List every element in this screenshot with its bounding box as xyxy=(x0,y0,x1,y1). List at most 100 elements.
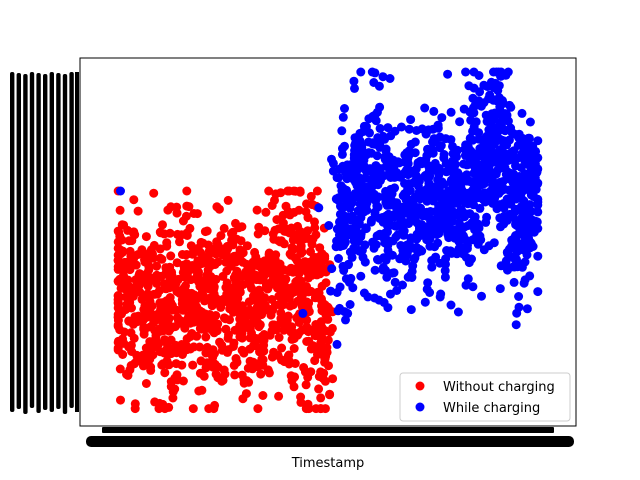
data-point xyxy=(406,305,416,315)
data-point xyxy=(446,135,456,145)
data-point xyxy=(222,347,232,357)
data-point xyxy=(130,404,140,414)
data-point xyxy=(223,195,233,205)
data-point xyxy=(222,289,232,299)
data-point xyxy=(188,404,198,414)
data-point xyxy=(421,129,431,139)
data-point xyxy=(147,273,157,283)
data-point xyxy=(188,360,198,370)
data-point xyxy=(260,226,270,236)
data-point xyxy=(525,146,535,156)
data-point xyxy=(131,260,140,270)
data-point xyxy=(398,280,407,290)
data-point xyxy=(359,155,369,165)
data-point xyxy=(274,333,284,342)
data-point xyxy=(278,265,288,274)
data-point xyxy=(201,277,211,287)
data-point xyxy=(197,255,207,265)
data-point xyxy=(134,281,144,291)
data-point xyxy=(319,346,329,356)
data-point xyxy=(237,222,247,232)
data-point xyxy=(463,274,473,284)
data-point xyxy=(191,274,201,284)
data-point xyxy=(443,69,453,79)
data-point xyxy=(146,362,156,372)
data-point xyxy=(177,360,187,370)
data-point xyxy=(464,81,474,91)
data-point xyxy=(244,297,254,307)
data-point xyxy=(303,372,313,382)
data-point xyxy=(427,256,437,265)
data-points xyxy=(113,67,543,414)
legend-marker-without-charging xyxy=(415,381,425,391)
data-point xyxy=(187,288,197,298)
data-point xyxy=(495,213,505,223)
data-point xyxy=(160,335,170,345)
series-while-charging xyxy=(116,67,543,383)
data-point xyxy=(504,263,514,273)
data-point xyxy=(404,219,414,229)
data-point xyxy=(291,286,301,296)
data-point xyxy=(442,167,451,177)
data-point xyxy=(178,267,188,277)
data-point xyxy=(523,133,533,143)
data-point xyxy=(304,336,314,346)
data-point xyxy=(148,249,157,259)
data-point xyxy=(125,246,135,256)
data-point xyxy=(522,250,532,260)
data-point xyxy=(310,293,320,303)
data-point xyxy=(435,143,445,153)
data-point xyxy=(435,167,445,176)
data-point xyxy=(260,256,270,266)
data-point xyxy=(289,382,299,392)
data-point xyxy=(274,391,284,401)
data-point xyxy=(197,385,207,395)
y-tick-label-band xyxy=(10,72,15,412)
data-point xyxy=(166,202,176,212)
data-point xyxy=(328,158,338,168)
data-point xyxy=(158,220,167,230)
data-point xyxy=(260,300,270,310)
data-point xyxy=(277,343,287,353)
data-point xyxy=(157,254,167,264)
data-point xyxy=(358,252,368,262)
data-point xyxy=(168,305,178,315)
data-point xyxy=(379,253,389,263)
data-point xyxy=(333,306,343,316)
data-point xyxy=(387,250,397,260)
data-point xyxy=(456,191,466,200)
data-point xyxy=(115,325,125,335)
data-point xyxy=(409,243,419,253)
data-point xyxy=(231,278,241,288)
data-point xyxy=(179,283,189,293)
data-point xyxy=(135,269,145,279)
data-point xyxy=(241,389,251,399)
data-point xyxy=(261,207,271,217)
data-point xyxy=(289,344,299,353)
data-point xyxy=(485,174,495,184)
y-tick-label-band xyxy=(43,74,48,410)
data-point xyxy=(368,111,378,121)
data-point xyxy=(149,188,159,198)
data-point xyxy=(444,219,454,229)
data-point xyxy=(188,298,198,308)
data-point xyxy=(348,283,358,293)
data-point xyxy=(264,248,274,258)
data-point xyxy=(394,158,404,168)
data-point xyxy=(210,359,220,369)
data-point xyxy=(525,117,535,127)
data-point xyxy=(530,159,540,169)
data-point xyxy=(367,67,377,77)
data-point xyxy=(491,169,501,179)
data-point xyxy=(436,289,446,299)
data-point xyxy=(489,83,499,93)
data-point xyxy=(127,347,137,356)
data-point xyxy=(522,201,532,211)
data-point xyxy=(345,300,355,309)
data-point xyxy=(323,306,333,316)
data-point xyxy=(362,205,372,215)
legend-label-without-charging: Without charging xyxy=(443,380,555,395)
data-point xyxy=(284,350,294,360)
data-point xyxy=(113,316,123,325)
data-point xyxy=(448,156,457,166)
